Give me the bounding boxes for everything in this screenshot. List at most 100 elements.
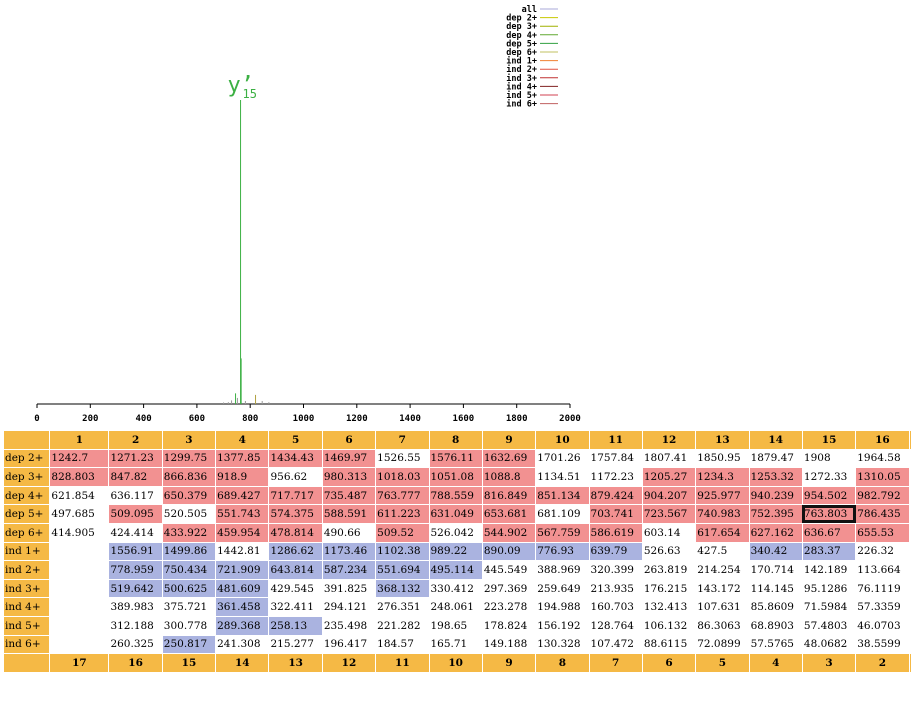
header-cell: 10 (535, 430, 590, 450)
ion-cell: 130.328 (535, 634, 590, 655)
ion-cell: 954.502 (801, 485, 857, 506)
ion-cell: 414.905 (49, 522, 110, 543)
ion-cell: 427.5 (695, 541, 750, 562)
row-label: ind 6+ (3, 634, 51, 655)
ion-cell: 459.954 (215, 522, 270, 543)
ion-cell: 879.424 (588, 485, 643, 506)
peak-label-sub: 15 (243, 87, 257, 101)
ion-cell: 1556.91 (108, 541, 163, 562)
footer-row: 1716151413121110987654321 (3, 653, 911, 673)
ion-cell: 481.609 (215, 578, 270, 599)
ion-cell: 940.239 (748, 485, 803, 506)
ion-cell: 1850.95 (695, 448, 750, 469)
header-cell: 6 (321, 430, 377, 450)
ion-cell: 1526.55 (375, 448, 430, 469)
ion-cell: 611.223 (375, 504, 430, 524)
ion-cell: 776.93 (535, 541, 590, 562)
footer-cell: 5 (695, 653, 750, 673)
ion-cell: 294.121 (321, 597, 377, 617)
ion-row: dep 6+ 414.905 424.414 433.922 459.954 478.81… (3, 522, 911, 543)
ion-row: ind 3+ 519.642 500.625 481.609 429.545 391.82… (3, 578, 911, 599)
ion-row: dep 5+ 497.685 509.095 520.505 551.743 574.37… (3, 504, 911, 524)
row-label: dep 2+ (3, 448, 51, 469)
ion-cell: 904.207 (641, 485, 697, 506)
ion-cell: 1299.75 (161, 448, 217, 469)
x-tick-label: 1000 (293, 414, 315, 424)
footer-cell: 14 (215, 653, 270, 673)
ion-cell: 276.351 (375, 597, 430, 617)
row-label: ind 5+ (3, 615, 51, 636)
ion-cell: 241.308 (215, 634, 270, 655)
x-tick-label: 200 (82, 414, 98, 424)
x-tick-label: 800 (242, 414, 258, 424)
ion-cell: 689.427 (215, 485, 270, 506)
ion-cell: 106.132 (641, 615, 697, 636)
legend-label: dep 2+ (506, 14, 537, 24)
ion-cell: 478.814 (268, 522, 323, 543)
ion-cell: 816.849 (481, 485, 537, 506)
ion-cell: 740.983 (695, 504, 750, 524)
ion-cell: 520.505 (161, 504, 217, 524)
ion-cell: 980.313 (321, 467, 377, 487)
ion-cell: 143.172 (695, 578, 750, 599)
ion-cell: 1272.33 (801, 467, 857, 487)
ion-cell: 368.132 (375, 578, 430, 599)
ion-cell: 519.642 (108, 578, 163, 599)
ion-cell: 389.983 (108, 597, 163, 617)
ion-cell: 636.117 (108, 485, 163, 506)
legend-label: ind 1+ (506, 56, 537, 67)
ion-cell: 750.434 (161, 560, 217, 580)
ion-cell: 851.134 (535, 485, 590, 506)
ion-cell: 259.649 (535, 578, 590, 599)
ion-cell: 636.67 (801, 522, 857, 543)
ion-cell: 283.37 (801, 541, 857, 562)
ion-cell: 248.061 (428, 597, 483, 617)
ion-cell: 982.792 (855, 485, 910, 506)
fragment-table: 1234567891011121314151617dep 2+1242.7127… (3, 430, 911, 673)
ion-row: dep 4+ 621.854 636.117 650.379 689.427 717.71… (3, 485, 911, 506)
ion-cell: 156.192 (535, 615, 590, 636)
ion-cell: 57.3359 (855, 597, 910, 617)
ion-cell: 429.545 (268, 578, 323, 599)
ion-cell: 38.5599 (855, 634, 910, 655)
ion-cell: 788.559 (428, 485, 483, 506)
ion-row: ind 4+ 389.983 375.721 361.458 322.411 294.12… (3, 597, 911, 617)
ion-cell: 617.654 (695, 522, 750, 543)
row-label: dep 4+ (3, 485, 51, 506)
footer-cell: 4 (748, 653, 803, 673)
ion-cell: 655.53 (855, 522, 910, 543)
header-cell: 16 (855, 430, 910, 450)
ion-cell: 752.395 (748, 504, 803, 524)
ion-cell: 1205.27 (641, 467, 697, 487)
ion-cell: 490.66 (321, 522, 377, 543)
legend-label: dep 3+ (506, 22, 537, 32)
ion-cell: 160.703 (588, 597, 643, 617)
ion-cell: 95.1286 (801, 578, 857, 599)
ion-cell: 297.369 (481, 578, 537, 599)
ion-cell: 388.969 (535, 560, 590, 580)
ion-cell: 639.79 (588, 541, 643, 562)
x-tick-label: 2000 (559, 414, 581, 424)
legend-label: dep 5+ (506, 39, 537, 49)
row-label: dep 3+ (3, 467, 51, 487)
ion-cell: 1018.03 (375, 467, 430, 487)
ion-cell: 956.62 (268, 467, 323, 487)
ion-cell: 925.977 (695, 485, 750, 506)
ion-cell: 1286.62 (268, 541, 323, 562)
header-cell: 1 (49, 430, 110, 450)
ion-cell (908, 467, 911, 487)
ion-cell: 586.619 (588, 522, 643, 543)
ion-cell: 526.042 (428, 522, 483, 543)
footer-cell: 2 (855, 653, 910, 673)
ion-cell: 1102.38 (375, 541, 430, 562)
ion-cell: 587.234 (321, 560, 377, 580)
ion-cell (49, 560, 110, 580)
ion-row: ind 1+ 1556.91 1499.86 1442.81 1286.62 1173.4… (3, 541, 911, 562)
ion-cell: 1499.86 (161, 541, 217, 562)
header-cell: 15 (801, 430, 857, 450)
footer-cell: 17 (49, 653, 110, 673)
ion-cell: 1434.43 (268, 448, 323, 469)
spectrum: 0 200 400 600 800 1000 1200 1400 1600 1800 2000 y’1… (34, 5, 581, 424)
ion-cell: 551.743 (215, 504, 270, 524)
ion-cell: 763.803 (801, 504, 857, 524)
